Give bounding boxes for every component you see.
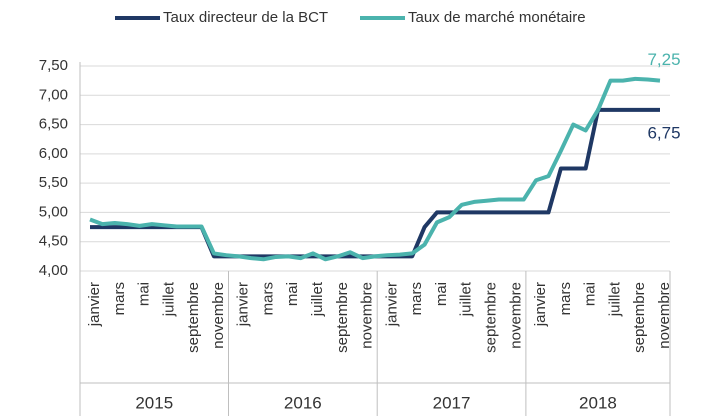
y-tick-label: 7,00 [39,86,68,103]
x-tick-label: janvier [86,282,103,327]
y-tick-label: 5,50 [39,174,68,191]
x-tick-label: septembre [185,282,202,353]
x-tick-label: novembre [656,282,673,349]
y-tick-label: 5,00 [39,203,68,220]
x-tick-label: novembre [359,282,376,349]
x-tick-label: juillet [160,281,177,317]
x-tick-label: juillet [309,281,326,317]
x-tick-label: novembre [507,282,524,349]
series-line [89,76,661,262]
year-label: 2018 [579,393,617,412]
x-tick-label: janvier [532,282,549,327]
value-label: 6,75 [647,123,680,142]
year-label: 2015 [135,393,173,412]
x-tick-label: mai [582,282,599,306]
x-tick-label: juillet [606,281,623,317]
y-tick-label: 7,50 [39,57,68,74]
x-tick-label: mars [408,282,425,315]
x-tick-label: mars [557,282,574,315]
y-tick-label: 6,50 [39,116,68,133]
x-tick-label: septembre [631,282,648,353]
value-label: 7,25 [647,50,680,69]
y-tick-label: 4,50 [39,233,68,250]
x-tick-label: janvier [235,282,252,327]
x-tick-label: mars [111,282,128,315]
x-tick-label: mai [284,282,301,306]
x-tick-label: janvier [383,282,400,327]
x-tick-label: mai [433,282,450,306]
x-tick-label: juillet [458,281,475,317]
x-tick-label: septembre [334,282,351,353]
x-tick-label: septembre [482,282,499,353]
year-label: 2017 [433,393,471,412]
x-tick-label: mars [259,282,276,315]
x-tick-label: novembre [210,282,227,349]
y-tick-label: 4,00 [39,262,68,279]
y-tick-label: 6,00 [39,145,68,162]
year-label: 2016 [284,393,322,412]
x-tick-label: mai [136,282,153,306]
legend-label: Taux directeur de la BCT [163,9,328,26]
legend-label: Taux de marché monétaire [408,9,586,26]
